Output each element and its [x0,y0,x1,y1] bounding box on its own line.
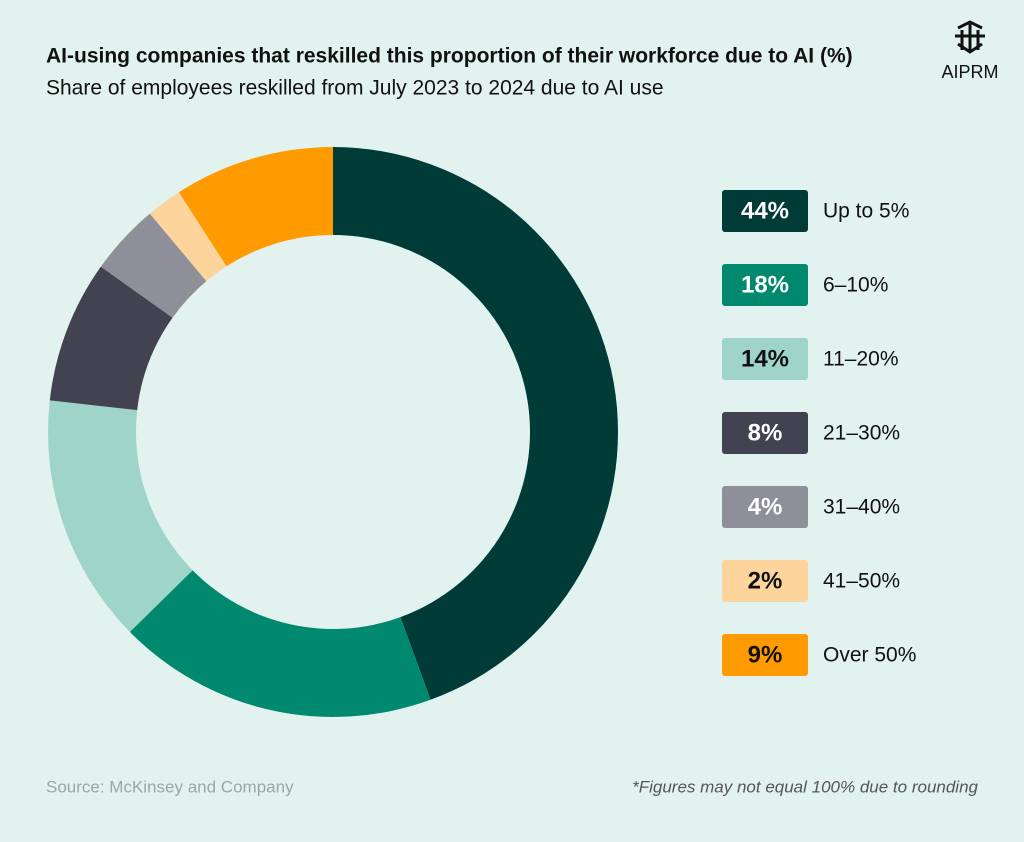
legend-label: 31–40% [823,496,900,519]
value-label: 14% [741,345,789,372]
legend-label: Up to 5% [823,200,909,223]
legend-label: 21–30% [823,422,900,445]
donut-slice [100,213,207,318]
donut-slice [178,147,333,267]
value-label: 8% [748,419,783,446]
donut-slice [129,570,431,717]
legend-swatch [722,264,808,306]
value-label: 44% [741,197,789,224]
legend-swatch [722,634,808,676]
chart-title: AI-using companies that reskilled this p… [46,45,853,68]
legend-swatch [722,412,808,454]
donut-slice [47,400,193,632]
brand: AIPRM [941,62,998,82]
donut-slice [333,147,618,700]
legend-label: 41–50% [823,570,900,593]
legend-swatch [722,338,808,380]
logo-icon [955,20,985,54]
value-label: 18% [741,271,789,298]
donut-slice [49,266,173,411]
legend-label: 6–10% [823,274,888,297]
legend-swatch [722,560,808,602]
value-label: 2% [748,567,783,594]
donut-slice [149,192,227,282]
legend-label: Over 50% [823,644,916,667]
chart-subtitle: Share of employees reskilled from July 2… [46,77,664,100]
legend-swatch [722,486,808,528]
source: Source: McKinsey and Company [46,777,294,796]
note: *Figures may not equal 100% due to round… [632,777,978,796]
legend-label: 11–20% [823,348,899,371]
value-label: 4% [748,493,783,520]
legend-swatch [722,190,808,232]
value-label: 9% [748,641,783,668]
